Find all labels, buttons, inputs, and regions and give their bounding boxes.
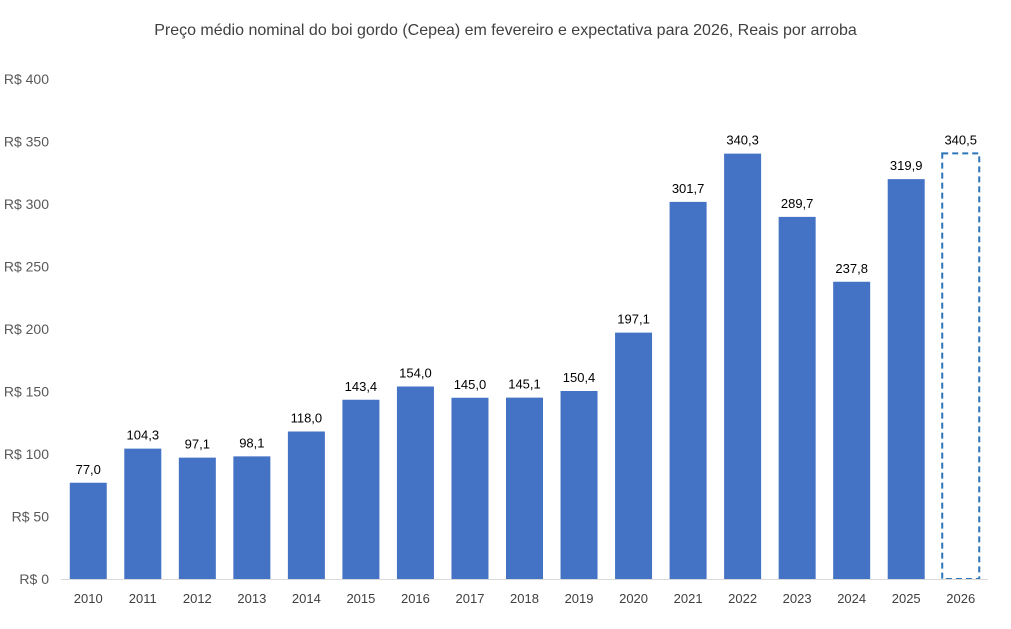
y-tick-label: R$ 100: [4, 446, 49, 462]
data-label: 104,3: [127, 428, 160, 443]
bar: [451, 397, 489, 579]
y-tick-label: R$ 250: [4, 259, 49, 275]
bar: [287, 431, 325, 579]
x-tick-label: 2016: [401, 591, 430, 606]
bar-projected: [941, 152, 981, 580]
data-label: 154,0: [399, 366, 432, 381]
data-label: 98,1: [239, 435, 264, 450]
x-axis-ticks: 2010 2011 2012 2013 2014 2015 2016 2017 2018 2019…: [74, 591, 975, 606]
x-tick-label: 2022: [728, 591, 757, 606]
data-label: 77,0: [76, 462, 101, 477]
y-tick-label: R$ 300: [4, 196, 49, 212]
bar: [233, 456, 271, 579]
y-tick-label: R$ 350: [4, 134, 49, 150]
data-label: 150,4: [563, 370, 596, 385]
chart-title: Preço médio nominal do boi gordo (Cepea)…: [154, 22, 857, 39]
data-label: 319,9: [890, 158, 923, 173]
data-label: 340,5: [944, 132, 977, 147]
bar: [887, 179, 925, 579]
data-label: 237,8: [835, 261, 868, 276]
x-tick-label: 2021: [674, 591, 703, 606]
bar: [778, 216, 816, 579]
data-labels: 77,0 104,3 97,1 98,1 118,0 143,4 154,0 145,0 145…: [76, 132, 977, 476]
x-tick-label: 2018: [510, 591, 539, 606]
x-tick-label: 2013: [237, 591, 266, 606]
bars: [69, 152, 981, 580]
y-tick-label: R$ 200: [4, 321, 49, 337]
data-label: 301,7: [672, 181, 705, 196]
bar: [833, 281, 871, 579]
x-tick-label: 2024: [837, 591, 866, 606]
x-tick-label: 2010: [74, 591, 103, 606]
y-tick-label: R$ 50: [12, 509, 50, 525]
data-label: 289,7: [781, 196, 814, 211]
y-tick-label: R$ 0: [19, 571, 49, 587]
x-tick-label: 2014: [292, 591, 321, 606]
y-tick-label: R$ 400: [4, 71, 49, 87]
bar: [724, 153, 762, 579]
x-tick-label: 2025: [892, 591, 921, 606]
data-label: 118,0: [291, 411, 323, 426]
y-axis-ticks: R$ 0 R$ 50 R$ 100 R$ 150 R$ 200 R$ 250 R$ 300 R…: [4, 71, 49, 587]
x-tick-label: 2015: [346, 591, 375, 606]
x-tick-label: 2020: [619, 591, 648, 606]
data-label: 97,1: [185, 437, 210, 452]
bar: [396, 386, 434, 579]
bar: [560, 391, 598, 579]
x-tick-label: 2026: [946, 591, 975, 606]
bar: [506, 397, 543, 579]
bar: [669, 201, 707, 579]
data-label: 197,1: [617, 312, 650, 327]
data-label: 143,4: [345, 379, 378, 394]
bar: [69, 482, 107, 579]
data-label: 145,0: [454, 377, 487, 392]
x-tick-label: 2011: [129, 591, 157, 606]
x-tick-label: 2012: [183, 591, 212, 606]
data-label: 340,3: [726, 133, 759, 148]
x-tick-label: 2023: [783, 591, 812, 606]
bar: [342, 399, 380, 579]
x-tick-label: 2019: [565, 591, 594, 606]
bar: [124, 448, 162, 579]
bar: [615, 332, 653, 579]
x-tick-label: 2017: [456, 591, 485, 606]
bar: [178, 457, 216, 579]
data-label: 145,1: [508, 377, 541, 392]
y-tick-label: R$ 150: [4, 384, 49, 400]
